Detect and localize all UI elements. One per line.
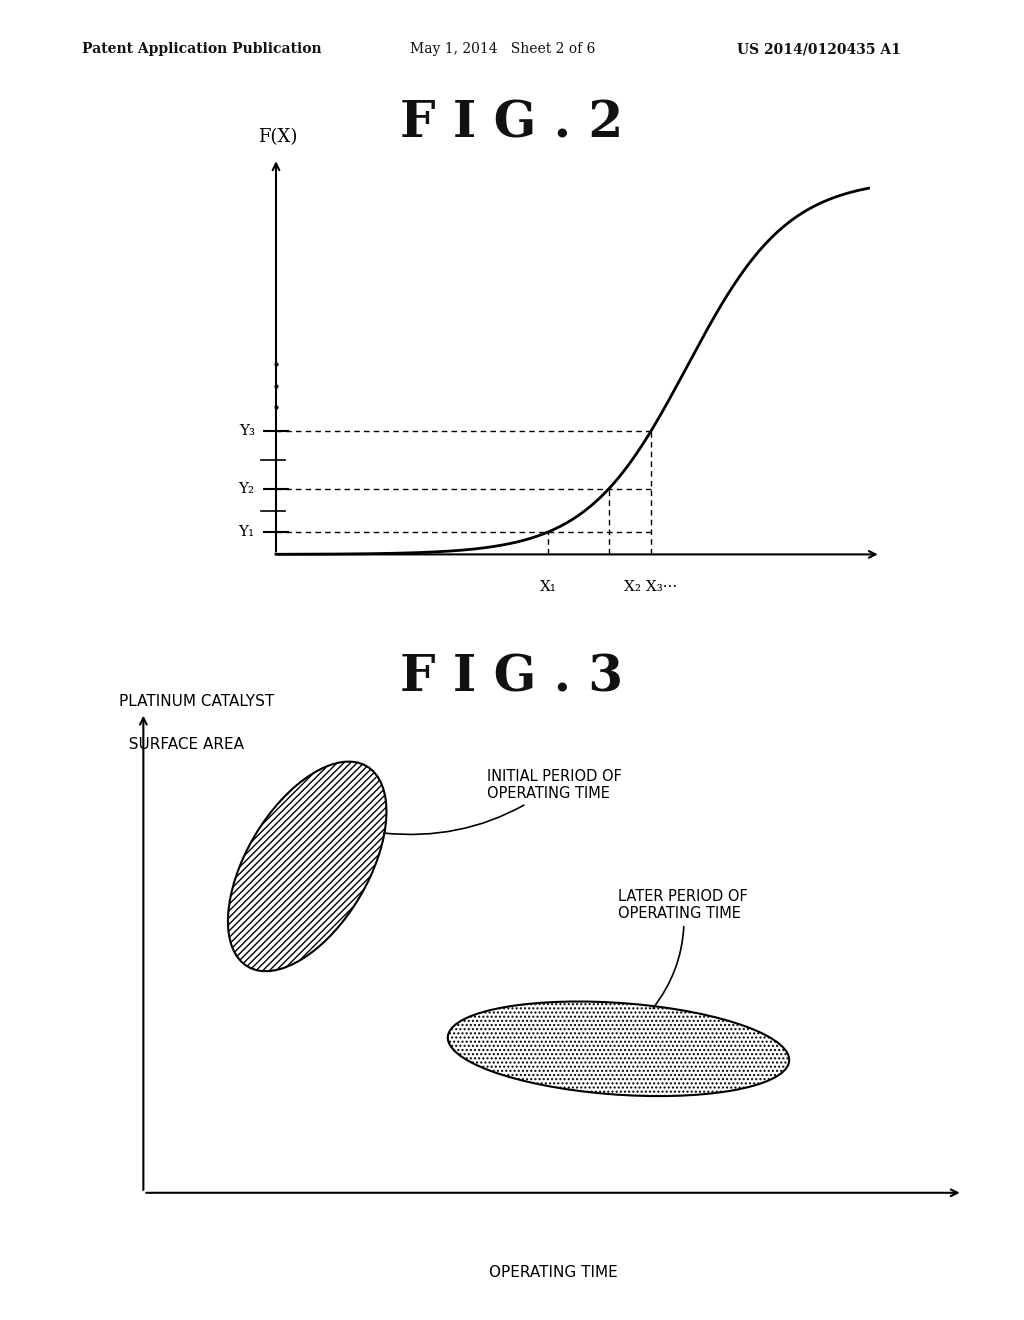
Text: INITIAL PERIOD OF
OPERATING TIME: INITIAL PERIOD OF OPERATING TIME bbox=[384, 768, 623, 834]
Text: PLATINUM CATALYST: PLATINUM CATALYST bbox=[119, 693, 274, 709]
Text: Y₃: Y₃ bbox=[239, 424, 255, 438]
Text: Patent Application Publication: Patent Application Publication bbox=[82, 42, 322, 57]
Text: F I G . 3: F I G . 3 bbox=[400, 653, 624, 702]
Text: US 2014/0120435 A1: US 2014/0120435 A1 bbox=[737, 42, 901, 57]
Ellipse shape bbox=[447, 1002, 790, 1096]
Text: X₁: X₁ bbox=[540, 581, 557, 594]
Text: X₂ X₃···: X₂ X₃··· bbox=[624, 581, 677, 594]
Text: SURFACE AREA: SURFACE AREA bbox=[119, 737, 244, 752]
Text: Y₁: Y₁ bbox=[239, 525, 255, 539]
Text: Y₂: Y₂ bbox=[239, 482, 255, 496]
Text: May 1, 2014   Sheet 2 of 6: May 1, 2014 Sheet 2 of 6 bbox=[410, 42, 595, 57]
Text: F(X): F(X) bbox=[258, 128, 297, 147]
Text: F I G . 2: F I G . 2 bbox=[400, 99, 624, 148]
Text: OPERATING TIME: OPERATING TIME bbox=[488, 1265, 617, 1280]
Ellipse shape bbox=[228, 762, 386, 972]
Text: LATER PERIOD OF
OPERATING TIME: LATER PERIOD OF OPERATING TIME bbox=[618, 888, 749, 1008]
